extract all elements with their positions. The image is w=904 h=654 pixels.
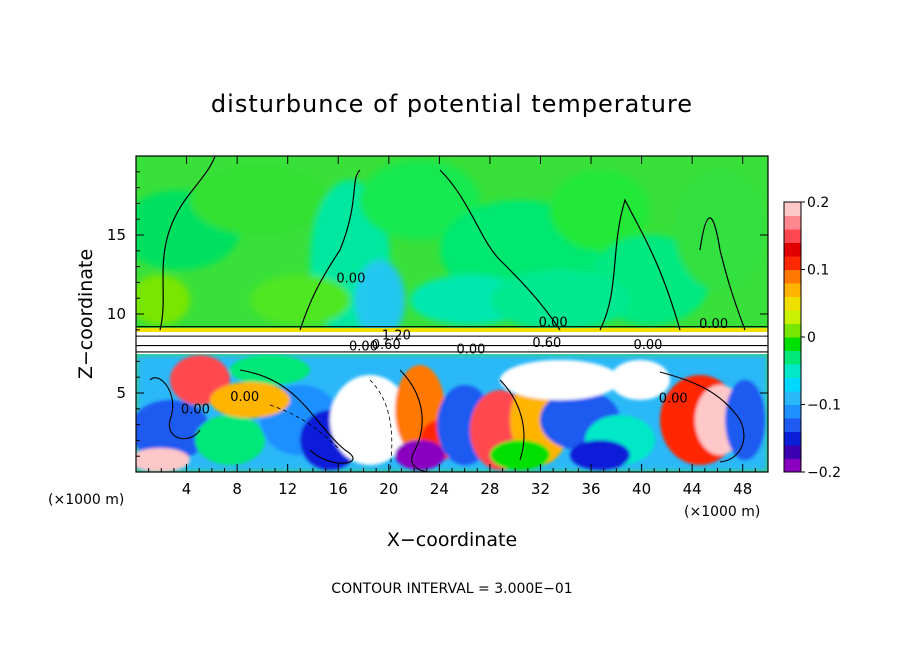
colorbar-swatch (784, 458, 801, 473)
colorbar-swatch (784, 242, 801, 257)
contour-line (369, 379, 393, 471)
contour-value-label: 0.60 (372, 338, 401, 353)
x-tick-label: 40 (632, 480, 651, 498)
y-axis: 5 10 15 (107, 171, 768, 457)
field-band-edge (136, 328, 768, 332)
field-patch (230, 355, 310, 385)
contour-line (599, 198, 681, 331)
field-band (136, 330, 768, 354)
x-tick-label: 24 (430, 480, 449, 498)
y-tick-label: 15 (107, 226, 126, 244)
contour-value-label: 1.20 (382, 328, 411, 343)
field-patch (360, 160, 480, 240)
contour-layer (136, 156, 768, 472)
contour-line (399, 369, 431, 472)
x-axis: 4 8 12 16 20 24 28 32 36 40 44 48 (148, 156, 756, 498)
field-patch (550, 170, 650, 250)
x-tick-label: 28 (480, 480, 499, 498)
colorbar-swatch (784, 404, 801, 419)
field-patch (210, 382, 290, 418)
x-unit-right: (×1000 m) (684, 504, 760, 520)
colorbar-swatch (784, 229, 801, 243)
field-patch (136, 400, 210, 460)
colorbar-swatch (784, 431, 801, 446)
colorbar-tick-label: 0.1 (807, 263, 829, 279)
field-patch (190, 165, 330, 235)
field-patch (725, 380, 765, 460)
x-tick-label: 16 (329, 480, 348, 498)
x-tick-label: 8 (232, 480, 242, 498)
x-tick-label: 32 (531, 480, 550, 498)
field-patch (355, 260, 405, 340)
contour-value-label: 0.00 (699, 317, 728, 332)
plot-area: 0.00 0.000.000.601.200.60 0.000.000.00 0.00… (136, 156, 768, 472)
y-tick-label: 5 (116, 384, 126, 402)
contour-line (149, 377, 201, 440)
colorbar-swatch (784, 215, 801, 230)
field-patch (195, 415, 265, 465)
field-patch (250, 275, 350, 325)
contour-line (439, 169, 561, 331)
contour-line (499, 379, 525, 461)
colorbar-tick-label: −0.2 (807, 465, 841, 481)
contour-value-label: 0.00 (336, 271, 365, 286)
contour-value-label: 0.00 (349, 339, 378, 354)
x-tick-label: 44 (683, 480, 702, 498)
field-patch (570, 440, 630, 470)
x-tick-label: 20 (379, 480, 398, 498)
field-patch (675, 170, 765, 290)
contour-line (699, 217, 746, 331)
colorbar-swatch (784, 418, 801, 432)
colorbar-swatch (784, 445, 801, 459)
x-tick-label: 4 (182, 480, 192, 498)
field-patch (500, 360, 620, 400)
colorbar-swatch (784, 323, 801, 338)
colorbar-swatch (784, 337, 801, 351)
x-tick-label: 48 (733, 480, 752, 498)
contour-value-label: 0.00 (659, 391, 688, 406)
field-patch (610, 360, 670, 400)
colorbar-swatch (784, 202, 801, 216)
field-patch (330, 375, 410, 465)
field-patch (490, 440, 550, 470)
contour-line (239, 369, 354, 464)
contour-line (299, 169, 361, 331)
contour-value-label: 0.00 (539, 316, 568, 331)
y-tick-label: 10 (107, 305, 126, 323)
chart-title: disturbunce of potential temperature (211, 90, 693, 118)
contour-value-label: 0.00 (230, 390, 259, 405)
colorbar-swatch (784, 256, 801, 270)
contour-value-label: 0.00 (456, 343, 485, 358)
contour-value-label: 0.60 (532, 336, 561, 351)
colorbar-swatch (784, 364, 801, 378)
x-axis-label: X−coordinate (387, 529, 517, 551)
colorbar-swatch (784, 391, 801, 405)
x-tick-label: 36 (581, 480, 600, 498)
colorbar-tick-label: −0.1 (807, 398, 841, 414)
colorbar-swatch (784, 283, 801, 297)
y-axis-label: Z−coordinate (75, 249, 97, 379)
colorbar-swatch (784, 310, 801, 324)
contour-line (269, 404, 341, 451)
colorbar-swatch (784, 350, 801, 365)
colorbar-swatch (784, 377, 801, 392)
field-patch (395, 440, 445, 470)
contour-line (659, 371, 745, 463)
contour-value-label: 0.00 (633, 338, 662, 353)
contour-label-layer: 0.00 0.000.000.601.200.60 0.000.000.00 0.00… (181, 271, 728, 417)
colorbar-swatch (784, 296, 801, 311)
x-unit-left: (×1000 m) (48, 492, 124, 508)
colorbar-tick-label: 0 (807, 330, 816, 346)
contour-value-label: 0.00 (181, 403, 210, 418)
field-patch (136, 448, 190, 472)
colorbar: 0.2 0.1 0 −0.1 −0.2 (783, 195, 841, 481)
x-tick-label: 12 (278, 480, 297, 498)
contour-line (159, 156, 216, 331)
field-sharp (136, 355, 765, 472)
colorbar-tick-label: 0.2 (807, 195, 829, 211)
field-layer (136, 160, 768, 472)
contour-interval-note: CONTOUR INTERVAL = 3.000E−01 (331, 581, 572, 597)
colorbar-swatch (784, 269, 801, 284)
